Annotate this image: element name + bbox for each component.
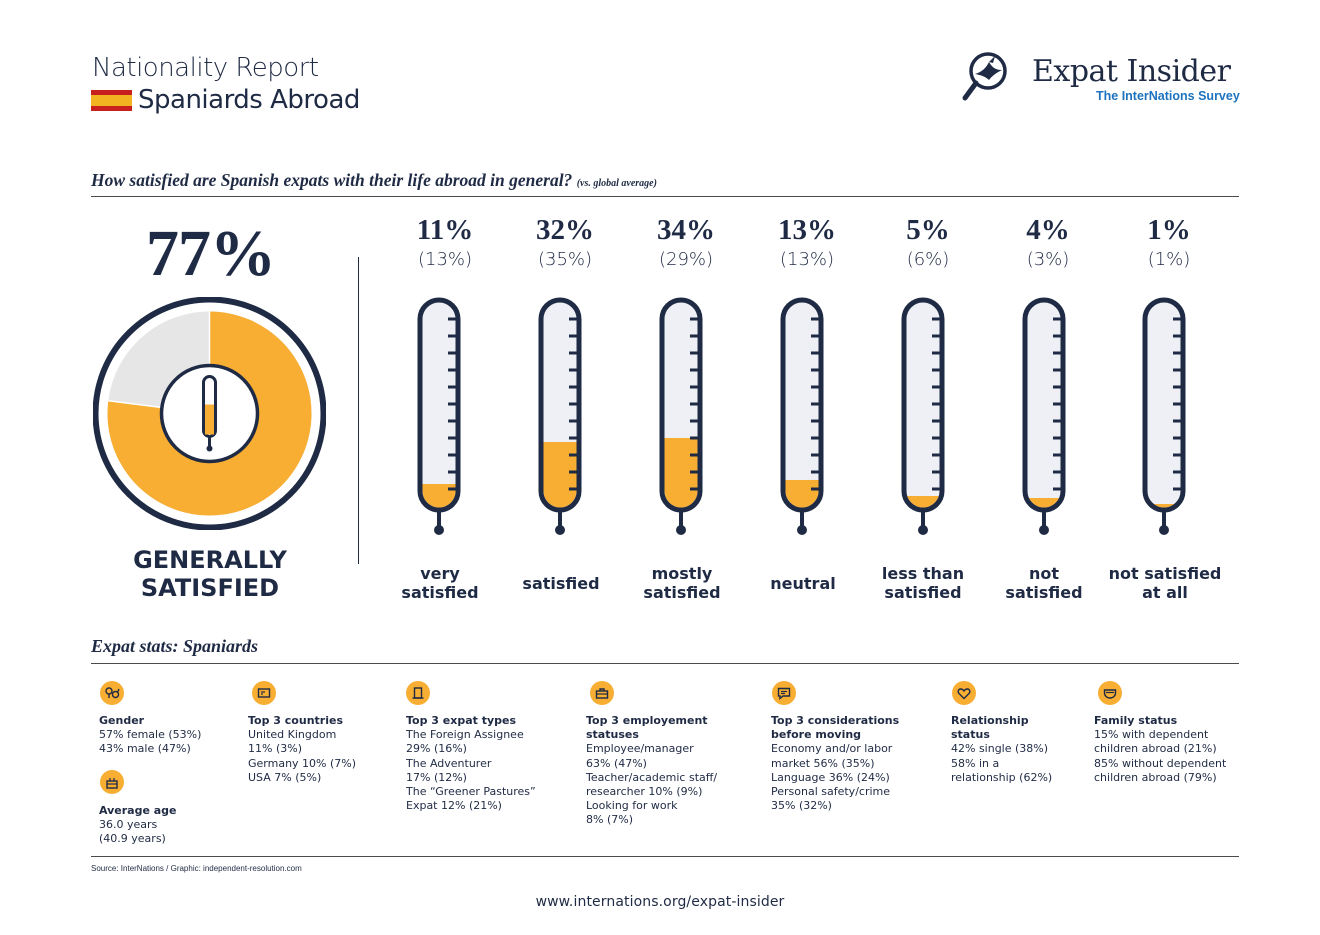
column-global-average: (6%) xyxy=(906,249,950,270)
question-text: How satisfied are Spanish expats with th… xyxy=(91,170,573,190)
divider-bottom xyxy=(91,856,1239,857)
stats-title: Expat stats: Spaniards xyxy=(91,636,259,656)
column-label: not satisfied xyxy=(1005,564,1083,602)
thermometer-bulb xyxy=(918,525,928,535)
footer-url[interactable]: www.internations.org/expat-insider xyxy=(535,894,785,910)
family-status-stat: Family status 15% with dependent childre… xyxy=(1094,714,1227,784)
thermometer-bar xyxy=(1142,297,1186,535)
column-percent: 13% xyxy=(778,214,836,246)
top-countries-stat: Top 3 countries United Kingdom 11% (3%) … xyxy=(248,714,357,784)
summary-percent: 77% xyxy=(146,217,276,290)
column-label: mostly satisfied xyxy=(643,564,721,602)
thermometer-bar xyxy=(538,297,582,535)
column-global-average: (29%) xyxy=(658,249,714,270)
chat-icon xyxy=(772,681,796,705)
column-label: very satisfied xyxy=(401,564,479,602)
thermometer-bulb xyxy=(555,525,565,535)
spain-flag-icon xyxy=(91,90,132,111)
column-global-average: (13%) xyxy=(779,249,835,270)
donut-outer-ring xyxy=(93,297,326,530)
gender-stat: Gender 57% female (53%) 43% male (47%) xyxy=(99,714,202,756)
expat-types-stat: Top 3 expat types The Foreign Assignee 2… xyxy=(406,714,536,813)
divider-top xyxy=(91,196,1239,197)
thermometer-bar xyxy=(417,297,461,535)
thermometer-fill xyxy=(422,484,456,508)
report-subtitle: Spaniards Abroad xyxy=(138,85,360,115)
column-label: less than satisfied xyxy=(881,564,965,602)
column-label: not satisfied at all xyxy=(1108,564,1222,602)
considerations-stat: Top 3 considerations before moving Econo… xyxy=(771,714,900,813)
thermometer-bulb xyxy=(797,525,807,535)
column-global-average: (3%) xyxy=(1026,249,1070,270)
briefcase-icon xyxy=(590,681,614,705)
thermometer-fill xyxy=(785,480,819,508)
thermometer-fill xyxy=(1147,504,1181,508)
thermometer-bulb xyxy=(676,525,686,535)
column-label: neutral xyxy=(770,573,836,593)
door-icon xyxy=(406,681,430,705)
thermometer-bar xyxy=(780,297,824,535)
thermometer-fill xyxy=(1027,498,1061,508)
divider-stats xyxy=(91,663,1239,664)
thermometer-fill xyxy=(543,442,577,508)
thermometer-bar xyxy=(901,297,945,535)
brand-name: Expat Insider xyxy=(1032,54,1231,89)
brand-tagline: The InterNations Survey xyxy=(1096,89,1240,103)
column-label: satisfied xyxy=(522,573,600,593)
average-age-stat: Average age 36.0 years (40.9 years) xyxy=(99,804,177,846)
employment-stat: Top 3 employement statuses Employee/mana… xyxy=(586,714,718,827)
heart-icon xyxy=(952,681,976,705)
column-percent: 4% xyxy=(1026,214,1070,246)
vertical-divider xyxy=(358,257,359,564)
column-global-average: (13%) xyxy=(417,249,473,270)
relationship-stat: Relationship status 42% single (38%) 58%… xyxy=(951,714,1053,784)
map-icon xyxy=(252,681,276,705)
question-heading: How satisfied are Spanish expats with th… xyxy=(91,170,657,191)
thermometer-bar xyxy=(1022,297,1066,535)
gender-icon xyxy=(100,681,124,705)
column-global-average: (35%) xyxy=(537,249,593,270)
source-note: Source: InterNations / Graphic: independ… xyxy=(91,864,302,873)
thermometer-bar xyxy=(659,297,703,535)
column-percent: 1% xyxy=(1147,214,1191,246)
thermometer-bulb xyxy=(434,525,444,535)
column-percent: 34% xyxy=(657,214,715,246)
thermometer-icon xyxy=(202,375,217,452)
column-global-average: (1%) xyxy=(1147,249,1191,270)
thermometer-bulb xyxy=(1159,525,1169,535)
cake-icon xyxy=(100,770,124,794)
thermometer-bulb xyxy=(1039,525,1049,535)
summary-label: GENERALLY SATISFIED xyxy=(133,546,287,602)
satisfaction-donut xyxy=(93,297,326,530)
column-percent: 11% xyxy=(416,214,474,246)
question-note: (vs. global average) xyxy=(576,178,657,189)
thermometer-fill xyxy=(906,496,940,508)
column-percent: 32% xyxy=(536,214,594,246)
report-title: Nationality Report xyxy=(92,53,319,83)
column-percent: 5% xyxy=(906,214,950,246)
stroller-icon xyxy=(1098,681,1122,705)
magnifier-bird-logo-icon xyxy=(962,52,1007,101)
